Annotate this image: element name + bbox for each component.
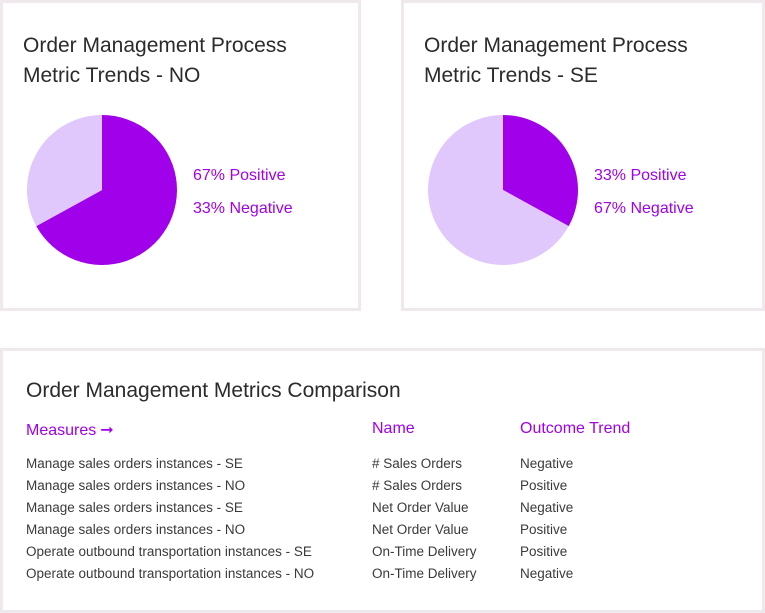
metrics-table-body: Manage sales orders instances - SE # Sal… [3, 453, 762, 585]
name-cell: Net Order Value [372, 522, 469, 537]
arrow-right-icon: ➞ [100, 422, 114, 439]
pie-slice-positive [503, 115, 578, 227]
outcome-cell: Negative [520, 456, 574, 471]
pie-chart-title-no: Order Management Process Metric Trends -… [23, 34, 287, 87]
pie-chart-no [27, 115, 178, 265]
pie-slice-positive [36, 115, 178, 265]
table-row: Manage sales orders instances - SE # Sal… [3, 453, 762, 475]
measure-cell: Manage sales orders instances - NO [26, 478, 246, 493]
table-row: Operate outbound transportation instance… [3, 563, 762, 585]
pie-card-se: Order Management Process Metric Trends -… [401, 0, 765, 311]
name-cell: # Sales Orders [372, 478, 463, 493]
measure-cell: Manage sales orders instances - SE [26, 456, 243, 471]
pie-legend-se: 33% Positive 67% Negative [594, 159, 694, 225]
measure-cell: Manage sales orders instances - SE [26, 500, 243, 515]
pie-slice-negative [427, 115, 569, 265]
pie-chart-se [427, 115, 578, 265]
table-row: Manage sales orders instances - SE Net O… [3, 497, 762, 519]
metrics-comparison-title: Order Management Metrics Comparison [26, 379, 401, 402]
name-cell: # Sales Orders [372, 456, 463, 471]
outcome-cell: Negative [520, 566, 574, 581]
name-cell: On-Time Delivery [372, 544, 477, 559]
legend-positive-no: 67% Positive [193, 167, 286, 184]
outcome-cell: Negative [520, 500, 574, 515]
table-row: Operate outbound transportation instance… [3, 541, 762, 563]
outcome-trend-header: Outcome Trend [520, 420, 631, 437]
pie-slice-negative [27, 115, 102, 227]
measure-cell: Operate outbound transportation instance… [26, 544, 312, 559]
legend-negative-no: 33% Negative [193, 200, 293, 217]
measure-cell: Operate outbound transportation instance… [26, 566, 315, 581]
outcome-cell: Positive [520, 478, 568, 493]
pie-card-no: Order Management Process Metric Trends -… [0, 0, 361, 311]
measures-header: Measures ➞ [26, 420, 114, 440]
measures-header-label: Measures [26, 422, 97, 439]
table-row: Manage sales orders instances - NO Net O… [3, 519, 762, 541]
outcome-cell: Positive [520, 544, 568, 559]
metrics-comparison-card: Order Management Metrics Comparison Meas… [0, 348, 765, 613]
legend-negative-se: 67% Negative [594, 200, 694, 217]
outcome-cell: Positive [520, 522, 568, 537]
measure-cell: Manage sales orders instances - NO [26, 522, 246, 537]
table-row: Manage sales orders instances - NO # Sal… [3, 475, 762, 497]
pie-legend-no: 67% Positive 33% Negative [193, 159, 293, 225]
legend-positive-se: 33% Positive [594, 167, 687, 184]
name-header: Name [372, 420, 415, 437]
pie-chart-title-se: Order Management Process Metric Trends -… [424, 34, 688, 87]
name-cell: Net Order Value [372, 500, 469, 515]
name-cell: On-Time Delivery [372, 566, 477, 581]
